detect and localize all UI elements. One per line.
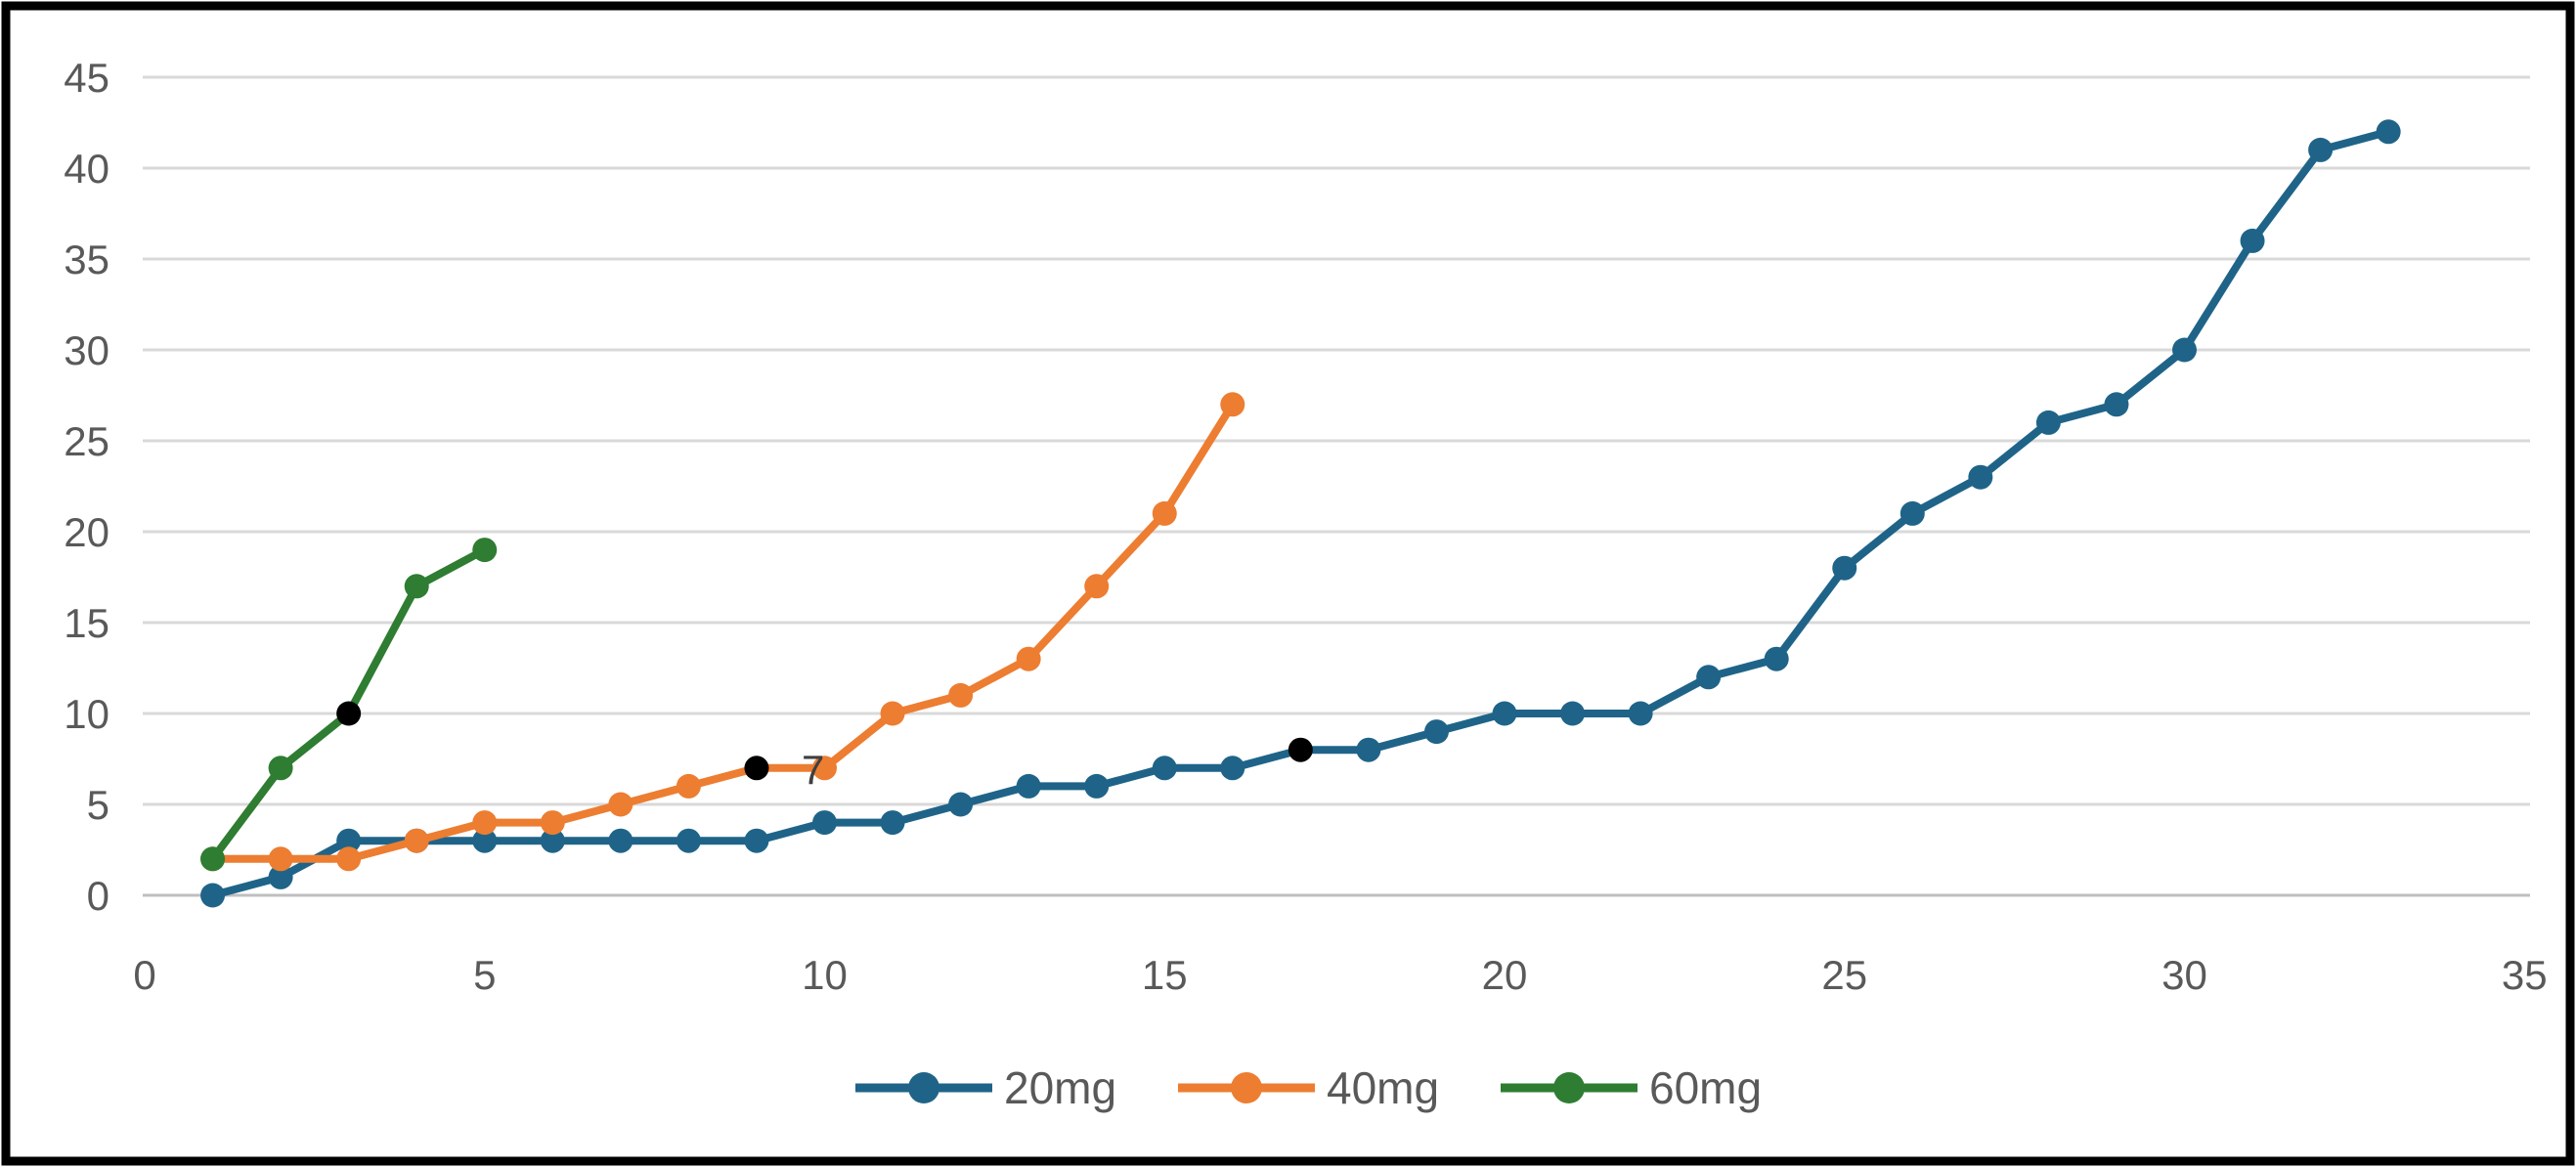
marker-40mg-x14 bbox=[1084, 574, 1110, 599]
marker-20mg-x24 bbox=[1764, 646, 1789, 671]
legend-label-20mg: 20mg bbox=[1004, 1062, 1116, 1113]
marker-20mg-x2 bbox=[268, 864, 293, 889]
black-marker-20mg-x17 bbox=[1288, 737, 1313, 762]
x-tick-label-20: 20 bbox=[1482, 952, 1528, 998]
legend-marker-20mg bbox=[908, 1072, 939, 1103]
marker-20mg-x25 bbox=[1832, 555, 1857, 581]
marker-40mg-x16 bbox=[1220, 392, 1245, 417]
marker-20mg-x14 bbox=[1084, 773, 1110, 799]
marker-20mg-x33 bbox=[2376, 119, 2401, 145]
y-tick-label-40: 40 bbox=[64, 146, 109, 192]
y-tick-label-5: 5 bbox=[87, 782, 109, 828]
marker-20mg-x22 bbox=[1628, 701, 1653, 726]
marker-20mg-x7 bbox=[608, 828, 633, 853]
marker-40mg-x13 bbox=[1016, 646, 1041, 671]
x-tick-label-30: 30 bbox=[2161, 952, 2207, 998]
y-tick-label-25: 25 bbox=[64, 418, 109, 464]
marker-20mg-x27 bbox=[1968, 464, 1993, 490]
legend-item-60mg: 60mg bbox=[1501, 1062, 1762, 1113]
series-40mg bbox=[200, 392, 1245, 872]
y-axis-tick-labels: 0 5 10 15 20 25 30 35 40 45 bbox=[64, 55, 109, 919]
x-tick-label-10: 10 bbox=[802, 952, 848, 998]
marker-20mg-x31 bbox=[2240, 228, 2265, 253]
marker-20mg-x28 bbox=[2035, 410, 2061, 435]
series-20mg bbox=[200, 119, 2401, 908]
y-tick-label-30: 30 bbox=[64, 327, 109, 373]
x-axis-tick-labels: 0 5 10 15 20 25 30 35 bbox=[133, 952, 2547, 998]
marker-20mg-x18 bbox=[1356, 737, 1381, 762]
marker-20mg-x3 bbox=[336, 828, 362, 853]
legend-marker-60mg bbox=[1553, 1072, 1585, 1103]
marker-40mg-x2 bbox=[268, 846, 293, 872]
legend-item-20mg: 20mg bbox=[855, 1062, 1116, 1113]
marker-60mg-x5 bbox=[472, 538, 498, 563]
marker-20mg-x6 bbox=[540, 828, 565, 853]
y-tick-label-35: 35 bbox=[64, 237, 109, 282]
marker-20mg-x19 bbox=[1423, 719, 1449, 745]
y-tick-label-45: 45 bbox=[64, 55, 109, 101]
data-label-40mg-x9: 7 bbox=[802, 747, 824, 793]
y-tick-label-0: 0 bbox=[87, 873, 109, 919]
marker-60mg-x4 bbox=[404, 574, 429, 599]
marker-20mg-x11 bbox=[880, 810, 905, 836]
x-tick-label-5: 5 bbox=[473, 952, 496, 998]
series-line-20mg bbox=[208, 127, 2393, 899]
marker-60mg-x2 bbox=[268, 756, 293, 781]
series-60mg bbox=[200, 538, 498, 872]
data-label-annotations: 7 bbox=[802, 747, 824, 793]
marker-20mg-x12 bbox=[948, 792, 974, 817]
marker-20mg-x29 bbox=[2104, 392, 2129, 417]
marker-40mg-x11 bbox=[880, 701, 905, 726]
marker-20mg-x23 bbox=[1696, 665, 1722, 690]
legend-label-40mg: 40mg bbox=[1327, 1062, 1439, 1113]
legend-marker-40mg bbox=[1231, 1072, 1262, 1103]
series-lines bbox=[200, 119, 2401, 908]
marker-20mg-x15 bbox=[1152, 756, 1177, 781]
marker-20mg-x13 bbox=[1016, 773, 1041, 799]
marker-20mg-x20 bbox=[1492, 701, 1517, 726]
marker-20mg-x30 bbox=[2172, 337, 2197, 363]
marker-40mg-x3 bbox=[336, 846, 362, 872]
marker-20mg-x1 bbox=[200, 883, 226, 908]
marker-40mg-x15 bbox=[1152, 500, 1177, 526]
legend-item-40mg: 40mg bbox=[1178, 1062, 1439, 1113]
x-tick-label-35: 35 bbox=[2502, 952, 2548, 998]
x-tick-label-0: 0 bbox=[133, 952, 155, 998]
x-tick-label-25: 25 bbox=[1821, 952, 1867, 998]
x-tick-label-15: 15 bbox=[1142, 952, 1188, 998]
y-tick-label-10: 10 bbox=[64, 691, 109, 737]
marker-60mg-x1 bbox=[200, 846, 226, 872]
gridlines bbox=[143, 75, 2530, 897]
series-line-40mg bbox=[208, 400, 1237, 863]
marker-20mg-x16 bbox=[1220, 756, 1245, 781]
marker-40mg-x12 bbox=[948, 682, 974, 708]
y-tick-label-15: 15 bbox=[64, 600, 109, 646]
marker-20mg-x21 bbox=[1560, 701, 1586, 726]
black-marker-60mg-x3 bbox=[336, 701, 362, 726]
marker-20mg-x26 bbox=[1899, 500, 1925, 526]
marker-20mg-x8 bbox=[676, 828, 701, 853]
marker-40mg-x8 bbox=[676, 773, 701, 799]
marker-40mg-x4 bbox=[404, 828, 429, 853]
marker-40mg-x7 bbox=[608, 792, 633, 817]
marker-40mg-x5 bbox=[472, 810, 498, 836]
marker-40mg-x10 bbox=[812, 756, 837, 781]
marker-20mg-x10 bbox=[812, 810, 837, 836]
black-marker-40mg-x9 bbox=[744, 756, 769, 781]
marker-20mg-x5 bbox=[472, 828, 498, 853]
legend-label-60mg: 60mg bbox=[1649, 1062, 1762, 1113]
marker-40mg-x6 bbox=[540, 810, 565, 836]
chart-legend: 20mg 40mg 60mg bbox=[855, 1062, 1762, 1113]
marker-20mg-x9 bbox=[744, 828, 769, 853]
marker-20mg-x32 bbox=[2308, 137, 2334, 162]
y-tick-label-20: 20 bbox=[64, 509, 109, 555]
